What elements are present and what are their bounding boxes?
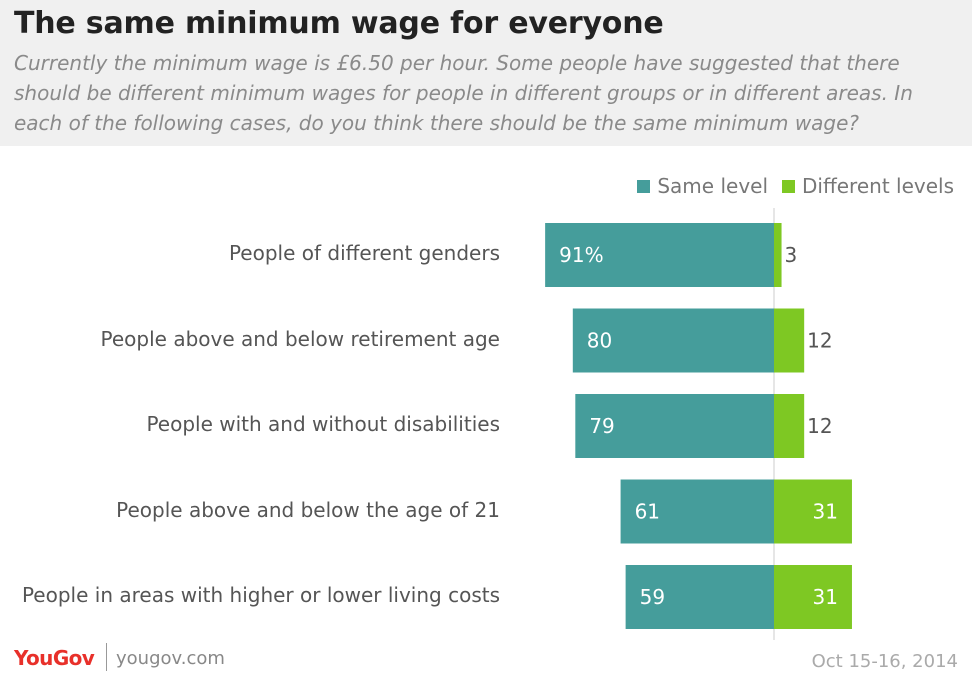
category-label: People with and without disabilities bbox=[146, 412, 500, 436]
category-label: People in areas with higher or lower liv… bbox=[21, 583, 500, 607]
data-label-same-level: 61 bbox=[635, 500, 660, 524]
legend: Same level Different levels bbox=[637, 174, 954, 198]
data-label-same-level: 59 bbox=[640, 585, 665, 609]
chart-subtitle: Currently the minimum wage is £6.50 per … bbox=[14, 51, 913, 135]
footer-divider bbox=[106, 643, 107, 671]
category-label: People of different genders bbox=[228, 241, 500, 265]
footer-date: Oct 15-16, 2014 bbox=[811, 651, 958, 672]
footer-site: yougov.com bbox=[116, 648, 225, 669]
legend-swatch-different bbox=[782, 179, 796, 193]
legend-item-same: Same level bbox=[637, 174, 768, 198]
data-label-different-levels: 31 bbox=[813, 585, 838, 609]
data-label-same-level: 91% bbox=[559, 243, 603, 267]
category-label: People above and below retirement age bbox=[100, 326, 500, 351]
bar-same-level bbox=[575, 394, 774, 458]
bar-same-level bbox=[572, 308, 774, 373]
data-label-different-levels: 31 bbox=[813, 500, 838, 524]
category-label: People above and below the age of 21 bbox=[116, 497, 500, 522]
data-label-different-levels: 3 bbox=[785, 243, 798, 267]
header: The same minimum wage for everyone Curre… bbox=[0, 0, 972, 146]
chart-title: The same minimum wage for everyone bbox=[14, 6, 664, 41]
bar-different-levels bbox=[774, 223, 782, 287]
data-label-different-levels: 12 bbox=[807, 414, 832, 438]
bar-same-level bbox=[625, 565, 774, 629]
bar-different-levels bbox=[774, 479, 852, 544]
bar-different-levels bbox=[774, 394, 805, 458]
legend-label-different: Different levels bbox=[802, 174, 954, 198]
yougov-logo: YouGov bbox=[14, 646, 95, 670]
bar-chart: 91% 3 80 12 79 12 61 31 59 31 bbox=[545, 208, 852, 640]
legend-swatch-same bbox=[637, 179, 651, 193]
legend-label-same: Same level bbox=[657, 174, 769, 198]
data-label-same-level: 79 bbox=[589, 414, 614, 438]
bar-different-levels bbox=[774, 565, 852, 629]
bar-same-level bbox=[620, 479, 774, 544]
legend-item-different: Different levels bbox=[782, 174, 954, 198]
bar-different-levels bbox=[774, 308, 805, 373]
data-label-same-level: 80 bbox=[587, 329, 612, 353]
bar-same-level bbox=[545, 223, 774, 287]
data-label-different-levels: 12 bbox=[807, 329, 832, 353]
